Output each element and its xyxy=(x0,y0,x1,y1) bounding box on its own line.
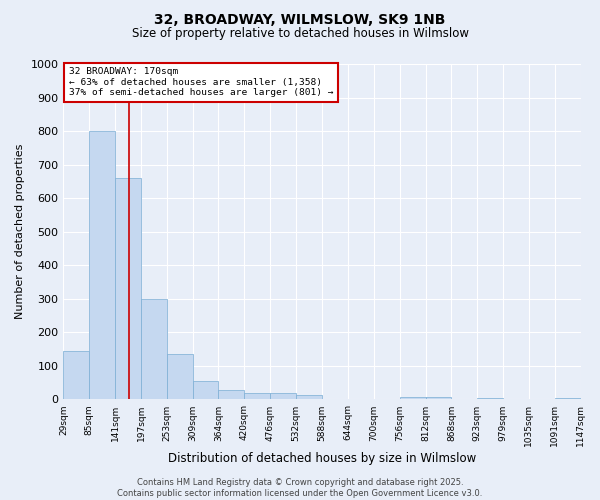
Text: 32, BROADWAY, WILMSLOW, SK9 1NB: 32, BROADWAY, WILMSLOW, SK9 1NB xyxy=(154,12,446,26)
Y-axis label: Number of detached properties: Number of detached properties xyxy=(15,144,25,320)
Bar xyxy=(244,394,270,400)
Bar xyxy=(270,394,296,400)
Bar xyxy=(89,131,115,400)
Bar xyxy=(141,299,167,400)
Bar xyxy=(167,354,193,400)
Bar xyxy=(554,398,581,400)
Bar xyxy=(425,397,451,400)
Bar xyxy=(218,390,244,400)
Text: 32 BROADWAY: 170sqm
← 63% of detached houses are smaller (1,358)
37% of semi-det: 32 BROADWAY: 170sqm ← 63% of detached ho… xyxy=(68,68,333,97)
X-axis label: Distribution of detached houses by size in Wilmslow: Distribution of detached houses by size … xyxy=(168,452,476,465)
Bar xyxy=(400,397,425,400)
Bar xyxy=(477,398,503,400)
Bar xyxy=(64,351,89,400)
Bar xyxy=(115,178,141,400)
Text: Size of property relative to detached houses in Wilmslow: Size of property relative to detached ho… xyxy=(131,28,469,40)
Text: Contains HM Land Registry data © Crown copyright and database right 2025.
Contai: Contains HM Land Registry data © Crown c… xyxy=(118,478,482,498)
Bar xyxy=(296,395,322,400)
Bar xyxy=(193,381,218,400)
